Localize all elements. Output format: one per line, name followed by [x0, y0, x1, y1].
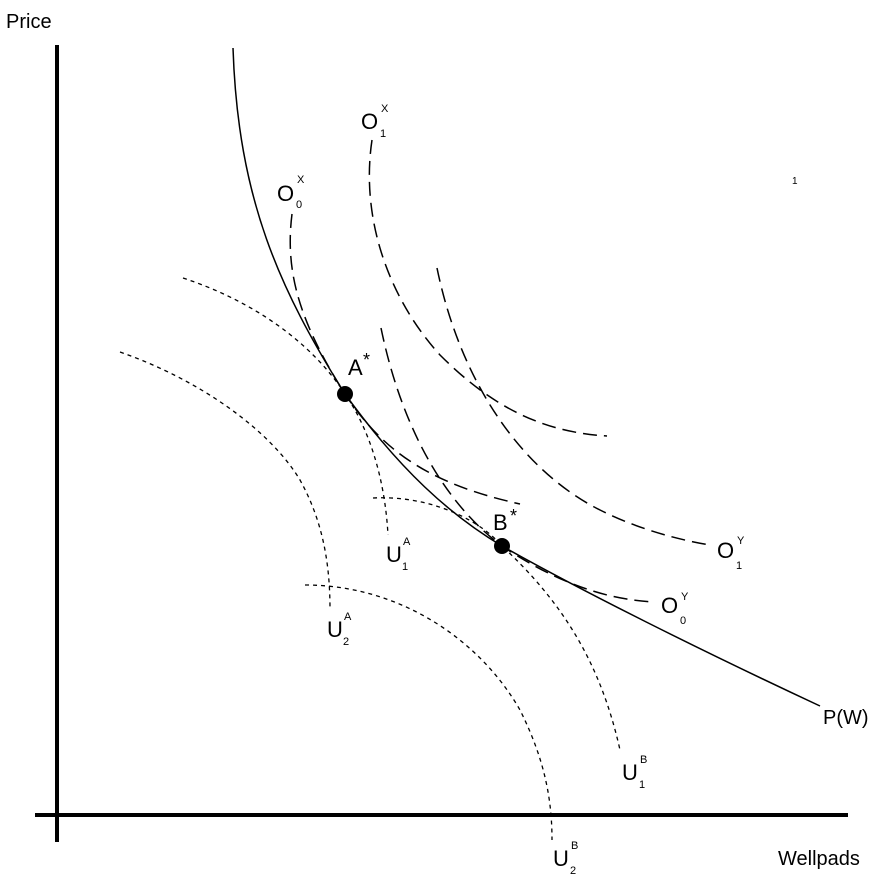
svg-text:U: U [622, 760, 638, 785]
y-axis-label: Price [6, 11, 52, 33]
isoprofit-curve-o0y [380, 327, 656, 603]
label-u1b: U B 1 [622, 754, 647, 791]
svg-text:O: O [717, 538, 734, 563]
svg-text:A: A [403, 536, 411, 548]
svg-text:U: U [386, 542, 402, 567]
svg-text:0: 0 [680, 615, 686, 627]
point-a-star [337, 386, 353, 402]
label-o1y: O Y 1 [717, 535, 745, 572]
isoprofit-curve-o1y [436, 267, 711, 546]
label-b-star: B * [493, 506, 517, 535]
svg-text:O: O [277, 181, 294, 206]
svg-text:O: O [361, 109, 378, 134]
svg-text:2: 2 [570, 865, 576, 877]
indifference-curve-u1a [182, 277, 389, 536]
isoprofit-curve-o1x [368, 139, 608, 437]
svg-text:*: * [510, 506, 517, 526]
svg-text:U: U [553, 846, 569, 871]
svg-text:U: U [327, 617, 343, 642]
label-o0y: O Y 0 [661, 591, 689, 627]
svg-text:0: 0 [296, 199, 302, 211]
svg-text:1: 1 [380, 128, 386, 140]
svg-text:B: B [640, 754, 647, 766]
svg-text:B: B [571, 840, 578, 852]
svg-text:B: B [493, 510, 508, 535]
label-o1x: O X 1 [361, 103, 389, 140]
svg-text:1: 1 [639, 779, 645, 791]
label-u2b: U B 2 [553, 840, 578, 877]
svg-text:2: 2 [343, 636, 349, 648]
stray-mark: 1 [792, 176, 798, 187]
label-u1a: U A 1 [386, 536, 411, 573]
label-o0x: O X 0 [277, 174, 305, 211]
svg-text:1: 1 [402, 561, 408, 573]
svg-text:O: O [661, 593, 678, 618]
svg-text:Y: Y [737, 535, 745, 547]
svg-text:X: X [381, 103, 389, 115]
indifference-curve-u2a [119, 351, 331, 611]
svg-text:A: A [344, 611, 352, 623]
svg-text:*: * [363, 350, 370, 370]
indifference-curve-u2b [304, 584, 553, 841]
svg-text:X: X [297, 174, 305, 186]
indifference-curve-u1b [372, 497, 621, 751]
label-a-star: A * [348, 350, 370, 380]
svg-text:Y: Y [681, 591, 689, 603]
isoprofit-curve-o0x [289, 213, 521, 505]
price-curve [232, 47, 821, 707]
point-b-star [494, 538, 510, 554]
svg-text:A: A [348, 355, 363, 380]
svg-text:1: 1 [736, 560, 742, 572]
label-u2a: U A 2 [327, 611, 352, 648]
label-price-curve: P(W) [823, 707, 869, 729]
x-axis-label: Wellpads [778, 848, 860, 870]
